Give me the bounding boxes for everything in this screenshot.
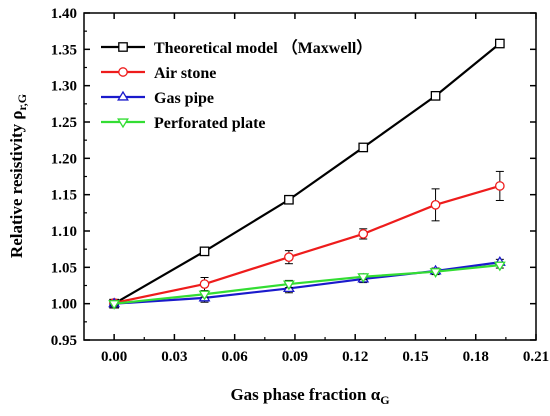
- legend-entry: Theoretical model （Maxwell）: [101, 39, 372, 57]
- legend-entry: Perforated plate: [101, 115, 266, 132]
- series-line: [113, 184, 501, 305]
- data-point: [358, 229, 369, 239]
- y-tick-label: 1.40: [51, 6, 77, 22]
- data-point: [284, 252, 294, 263]
- legend: Theoretical model （Maxwell） Air stone Gas …: [101, 39, 372, 132]
- series-layer: [108, 38, 506, 310]
- y-tick-label: 1.25: [51, 115, 77, 131]
- y-tick-label: 1.15: [51, 188, 77, 204]
- x-tick-label: 0.18: [463, 349, 489, 365]
- y-tick-label: 1.35: [51, 42, 77, 58]
- y-tick-label: 0.95: [51, 333, 77, 349]
- data-point: [494, 38, 505, 49]
- data-point: [493, 261, 506, 272]
- y-tick-label: 1.30: [51, 79, 77, 95]
- x-tick-label: 0.06: [222, 349, 249, 365]
- legend-marker: [117, 90, 129, 101]
- data-point: [357, 273, 370, 284]
- series-line: [113, 42, 501, 305]
- legend-label: Theoretical model （Maxwell）: [154, 39, 372, 57]
- y-tick-label: 1.05: [51, 260, 77, 276]
- series-perforated-plate: [108, 261, 506, 310]
- legend-marker: [117, 118, 129, 129]
- x-tick-label: 0.00: [101, 349, 127, 365]
- x-axis-title-subscript: G: [380, 393, 389, 407]
- data-point: [199, 246, 210, 257]
- legend-entry: Gas pipe: [101, 90, 214, 107]
- axes: 0.00 0.03 0.06 0.09 0.12 0.15 0.18 0.21 0.95 1.00…: [51, 6, 549, 365]
- legend-marker: [118, 67, 128, 77]
- data-point: [430, 90, 441, 101]
- data-point: [199, 279, 210, 289]
- series-line: [114, 264, 500, 305]
- legend-marker: [118, 42, 128, 52]
- data-point: [358, 142, 369, 153]
- x-tick-label: 0.15: [402, 349, 428, 365]
- series-theoretical-model-maxwell: [109, 38, 505, 309]
- data-point: [429, 268, 442, 278]
- x-tick-label: 0.12: [342, 349, 368, 365]
- x-tick-label: 0.03: [161, 349, 187, 365]
- legend-entry: Air stone: [101, 65, 216, 82]
- y-axis-title: Relative resistivity ρr,G: [7, 94, 29, 258]
- legend-label: Air stone: [154, 65, 216, 82]
- x-tick-label: 0.09: [282, 349, 308, 365]
- plot-frame: [83, 12, 537, 341]
- data-point: [494, 181, 505, 191]
- x-tick-label: 0.21: [523, 349, 549, 365]
- data-point: [108, 300, 121, 310]
- legend-label: Perforated plate: [154, 115, 266, 132]
- data-point: [284, 194, 294, 205]
- y-tick-label: 1.10: [51, 224, 77, 240]
- y-tick-label: 1.00: [51, 297, 77, 313]
- legend-label: Gas pipe: [154, 90, 214, 107]
- data-point: [198, 290, 211, 301]
- y-tick-label: 1.20: [51, 151, 77, 167]
- x-axis-title: Gas phase fraction αG: [230, 385, 389, 407]
- data-point: [430, 199, 441, 210]
- y-axis-title-subscript: r,G: [15, 94, 29, 111]
- data-point: [282, 280, 295, 291]
